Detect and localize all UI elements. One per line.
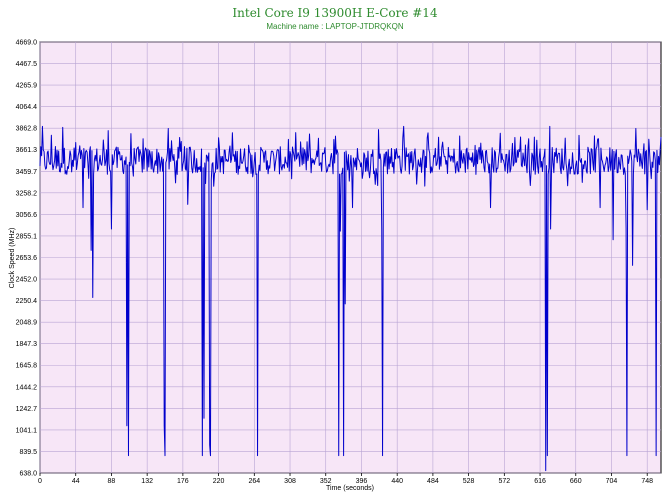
y-tick-label: 638.0 bbox=[19, 471, 37, 478]
y-tick-label: 4669.0 bbox=[16, 40, 38, 47]
y-tick-label: 2250.4 bbox=[16, 298, 38, 305]
x-tick-label: 396 bbox=[356, 478, 368, 485]
y-tick-label: 3258.2 bbox=[16, 190, 38, 197]
chart-subtitle: Machine name : LAPTOP-JTDRQKQN bbox=[266, 22, 404, 31]
y-tick-label: 2855.1 bbox=[16, 233, 38, 240]
x-tick-label: 88 bbox=[108, 478, 116, 485]
y-axis-ticks: 4669.0 4467.5 4265.9 4064.4 3862.8 3661.3 3459… bbox=[16, 40, 38, 478]
x-tick-label: 132 bbox=[141, 478, 153, 485]
x-tick-label: 528 bbox=[463, 478, 475, 485]
x-tick-label: 484 bbox=[427, 478, 439, 485]
y-tick-label: 4265.9 bbox=[16, 83, 38, 90]
y-tick-label: 839.5 bbox=[19, 449, 37, 456]
y-tick-label: 1847.3 bbox=[16, 341, 38, 348]
y-tick-label: 1645.8 bbox=[16, 363, 38, 370]
x-tick-label: 0 bbox=[38, 478, 42, 485]
y-tick-label: 2452.0 bbox=[16, 277, 38, 284]
clock-speed-line bbox=[39, 125, 662, 472]
y-tick-label: 1041.1 bbox=[16, 427, 38, 434]
x-tick-label: 660 bbox=[570, 478, 582, 485]
x-tick-label: 616 bbox=[534, 478, 546, 485]
y-tick-label: 1242.7 bbox=[16, 406, 38, 413]
x-axis-ticks: 0 44 88 132 176 220 264 308 352 396 440 484 528 572 61… bbox=[38, 473, 653, 485]
chart-title: Intel Core I9 13900H E-Core #14 bbox=[232, 6, 438, 20]
x-tick-label: 220 bbox=[213, 478, 225, 485]
x-tick-label: 264 bbox=[248, 478, 260, 485]
y-tick-label: 3459.7 bbox=[16, 169, 38, 176]
x-tick-label: 176 bbox=[177, 478, 189, 485]
x-tick-label: 704 bbox=[606, 478, 618, 485]
x-tick-label: 352 bbox=[320, 478, 332, 485]
y-tick-label: 4467.5 bbox=[16, 61, 38, 68]
y-tick-label: 3862.8 bbox=[16, 126, 38, 133]
y-tick-label: 2048.9 bbox=[16, 320, 38, 327]
x-tick-label: 44 bbox=[72, 478, 80, 485]
x-tick-label: 748 bbox=[641, 478, 653, 485]
x-tick-label: 572 bbox=[498, 478, 510, 485]
y-axis-label: Clock Speed (MHz) bbox=[9, 228, 16, 289]
x-tick-label: 308 bbox=[284, 478, 296, 485]
series-group bbox=[39, 125, 662, 472]
grid-lines bbox=[39, 41, 661, 474]
y-tick-label: 3056.6 bbox=[16, 212, 38, 219]
x-axis-label: Time (seconds) bbox=[326, 485, 374, 492]
y-tick-label: 1444.2 bbox=[16, 384, 38, 391]
y-tick-label: 3661.3 bbox=[16, 147, 38, 154]
x-tick-label: 440 bbox=[391, 478, 403, 485]
y-tick-label: 2653.6 bbox=[16, 255, 38, 262]
y-tick-label: 4064.4 bbox=[16, 104, 38, 111]
